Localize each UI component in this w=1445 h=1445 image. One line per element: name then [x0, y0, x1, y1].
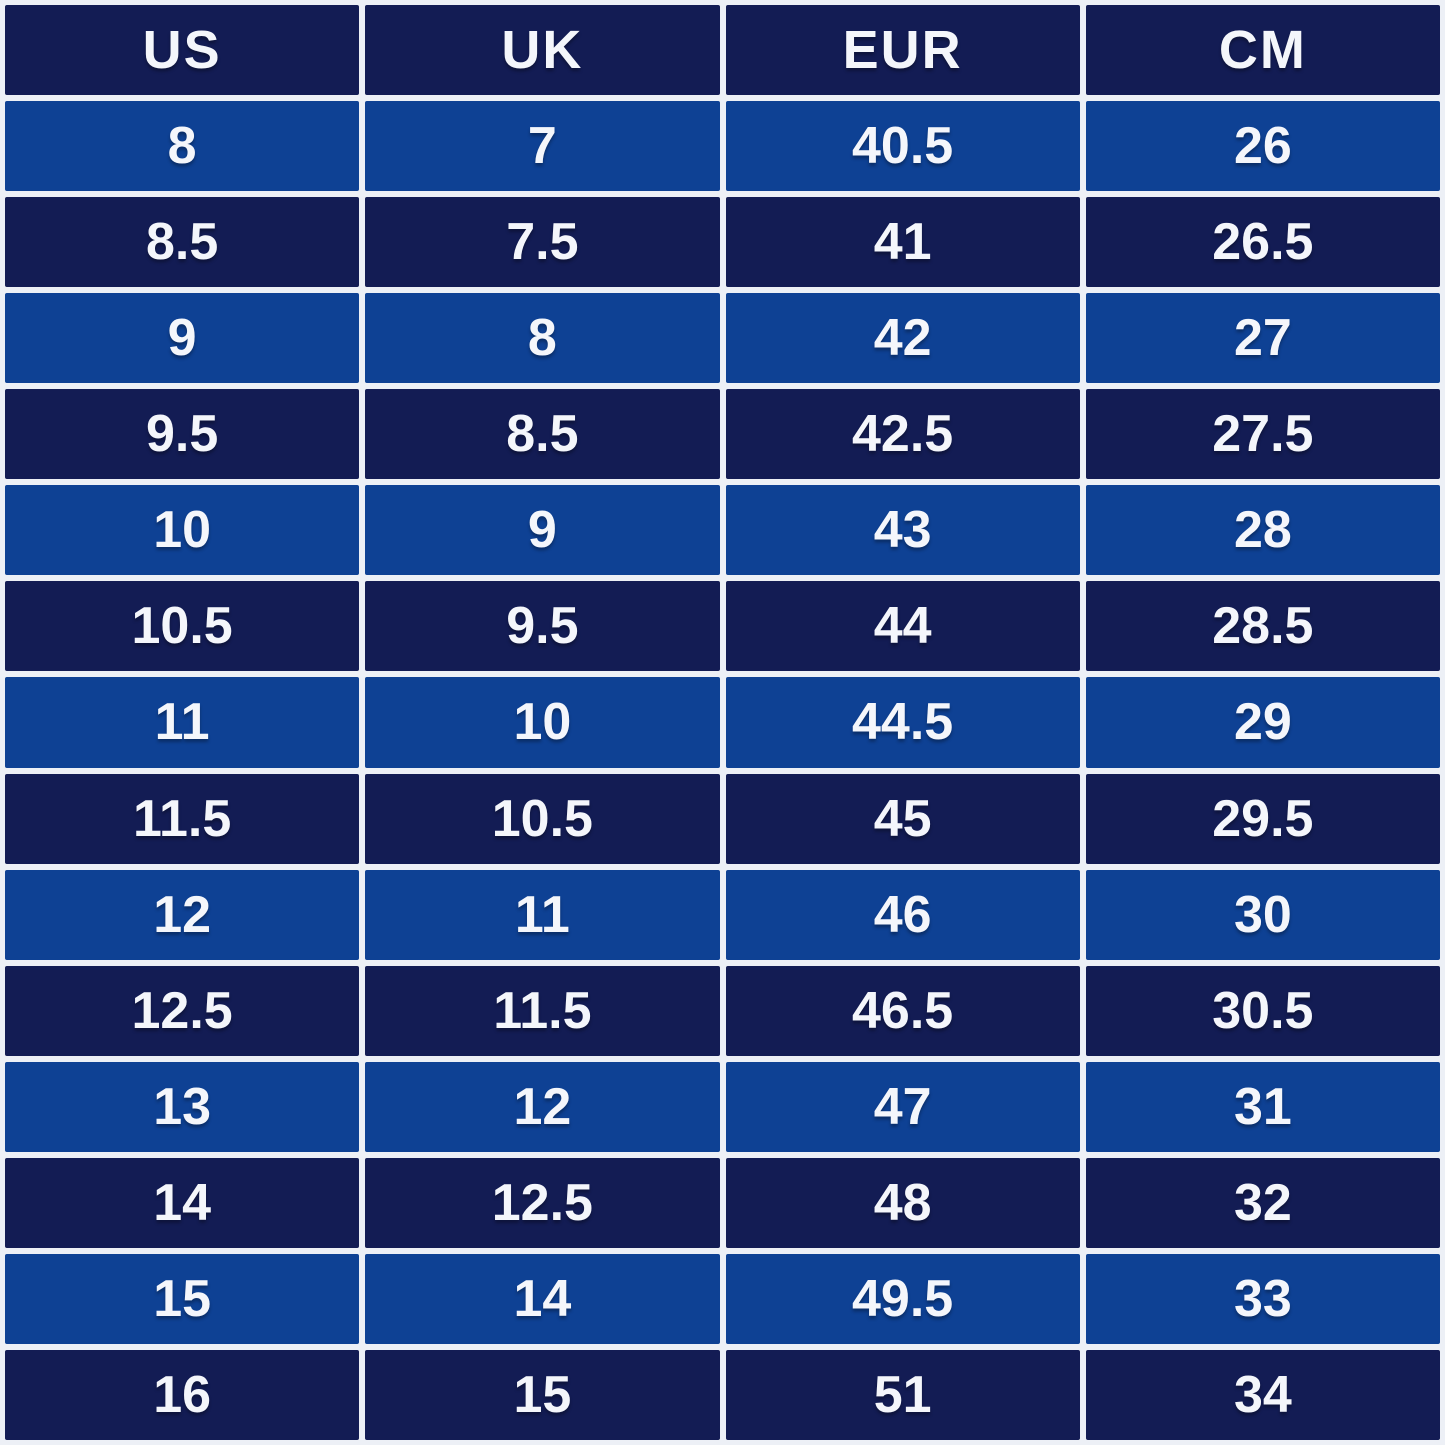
cell-uk-row-6: 9.5 [365, 581, 720, 672]
cell-eur-row-6: 44 [725, 581, 1080, 672]
cell-eur-row-14: 51 [725, 1349, 1080, 1440]
cell-eur-row-7: 44.5 [725, 677, 1080, 768]
cell-us-row-13: 15 [5, 1253, 360, 1344]
cell-us-row-12: 14 [5, 1157, 360, 1248]
cell-us-row-14: 16 [5, 1349, 360, 1440]
cell-eur-row-11: 47 [725, 1061, 1080, 1152]
cell-uk-row-10: 11.5 [365, 965, 720, 1056]
cell-cm-row-1: 26 [1085, 101, 1440, 192]
cell-us-row-7: 11 [5, 677, 360, 768]
cell-us-row-10: 12.5 [5, 965, 360, 1056]
cell-cm-row-14: 34 [1085, 1349, 1440, 1440]
cell-eur-row-2: 41 [725, 197, 1080, 288]
cell-uk-row-14: 15 [365, 1349, 720, 1440]
cell-uk-row-7: 10 [365, 677, 720, 768]
cell-cm-row-6: 28.5 [1085, 581, 1440, 672]
cell-us-row-3: 9 [5, 293, 360, 384]
cell-us-row-1: 8 [5, 101, 360, 192]
column-header-eur: EUR [725, 5, 1080, 96]
cell-us-row-11: 13 [5, 1061, 360, 1152]
cell-eur-row-3: 42 [725, 293, 1080, 384]
cell-us-row-4: 9.5 [5, 389, 360, 480]
cell-uk-row-12: 12.5 [365, 1157, 720, 1248]
cell-us-row-9: 12 [5, 869, 360, 960]
cell-eur-row-12: 48 [725, 1157, 1080, 1248]
cell-us-row-6: 10.5 [5, 581, 360, 672]
cell-cm-row-4: 27.5 [1085, 389, 1440, 480]
cell-us-row-2: 8.5 [5, 197, 360, 288]
cell-uk-row-3: 8 [365, 293, 720, 384]
column-header-uk: UK [365, 5, 720, 96]
cell-eur-row-5: 43 [725, 485, 1080, 576]
cell-cm-row-13: 33 [1085, 1253, 1440, 1344]
cell-uk-row-1: 7 [365, 101, 720, 192]
cell-eur-row-8: 45 [725, 773, 1080, 864]
cell-uk-row-13: 14 [365, 1253, 720, 1344]
cell-uk-row-11: 12 [365, 1061, 720, 1152]
cell-uk-row-2: 7.5 [365, 197, 720, 288]
cell-cm-row-9: 30 [1085, 869, 1440, 960]
cell-eur-row-13: 49.5 [725, 1253, 1080, 1344]
cell-cm-row-12: 32 [1085, 1157, 1440, 1248]
cell-uk-row-8: 10.5 [365, 773, 720, 864]
cell-uk-row-5: 9 [365, 485, 720, 576]
cell-us-row-8: 11.5 [5, 773, 360, 864]
cell-cm-row-7: 29 [1085, 677, 1440, 768]
cell-cm-row-10: 30.5 [1085, 965, 1440, 1056]
cell-us-row-5: 10 [5, 485, 360, 576]
cell-eur-row-10: 46.5 [725, 965, 1080, 1056]
cell-cm-row-2: 26.5 [1085, 197, 1440, 288]
cell-cm-row-3: 27 [1085, 293, 1440, 384]
cell-uk-row-4: 8.5 [365, 389, 720, 480]
cell-uk-row-9: 11 [365, 869, 720, 960]
column-header-cm: CM [1085, 5, 1440, 96]
cell-cm-row-5: 28 [1085, 485, 1440, 576]
cell-eur-row-4: 42.5 [725, 389, 1080, 480]
cell-cm-row-8: 29.5 [1085, 773, 1440, 864]
cell-eur-row-9: 46 [725, 869, 1080, 960]
cell-cm-row-11: 31 [1085, 1061, 1440, 1152]
column-header-us: US [5, 5, 360, 96]
cell-eur-row-1: 40.5 [725, 101, 1080, 192]
